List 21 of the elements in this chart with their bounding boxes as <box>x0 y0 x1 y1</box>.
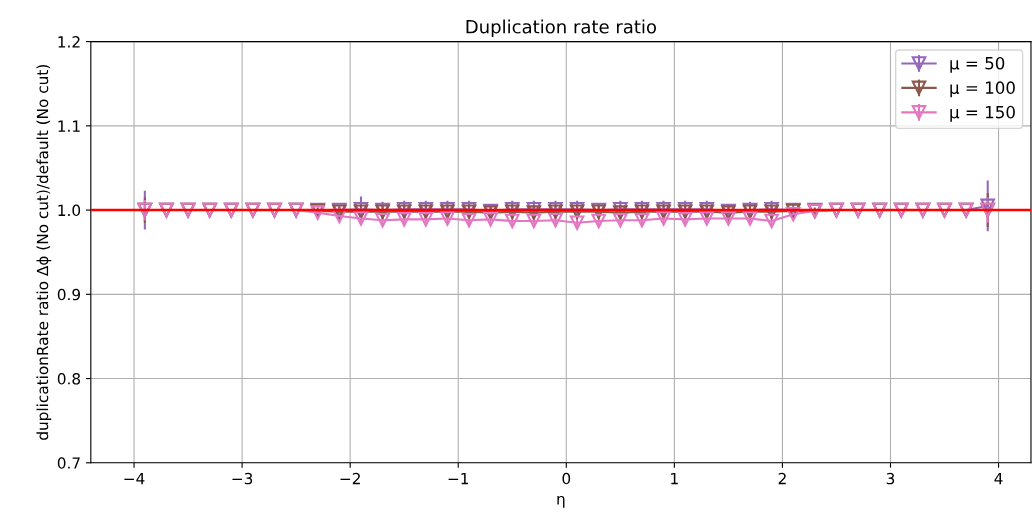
y-tick-label: 0.8 <box>57 373 81 385</box>
x-tick-label: −2 <box>340 472 360 485</box>
x-tick-label: −4 <box>124 472 145 485</box>
x-axis-title: η <box>557 495 565 508</box>
y-axis-title: duplicationRate ratio Δϕ (No cut)/default (No cut) <box>36 65 52 440</box>
x-tick-label: −3 <box>232 472 253 485</box>
legend-label: μ = 100 <box>950 81 1015 98</box>
chart-title: Duplication rate ratio <box>466 19 657 38</box>
y-tick-label: 0.9 <box>57 288 81 301</box>
y-tick-label: 1.1 <box>58 120 80 132</box>
legend-label: μ = 50 <box>950 56 1005 73</box>
x-tick-label: 2 <box>778 472 786 485</box>
y-tick-label: 1.0 <box>58 204 81 217</box>
x-tick-label: 1 <box>671 472 678 485</box>
y-tick-label: 0.7 <box>57 457 80 469</box>
x-tick-label: 3 <box>886 472 895 485</box>
x-tick-label: 4 <box>994 472 1003 485</box>
y-tick-label: 1.2 <box>58 36 80 48</box>
x-tick-label: −1 <box>448 472 469 485</box>
legend-label: μ = 150 <box>950 105 1015 122</box>
x-tick-label: 0 <box>562 472 571 485</box>
